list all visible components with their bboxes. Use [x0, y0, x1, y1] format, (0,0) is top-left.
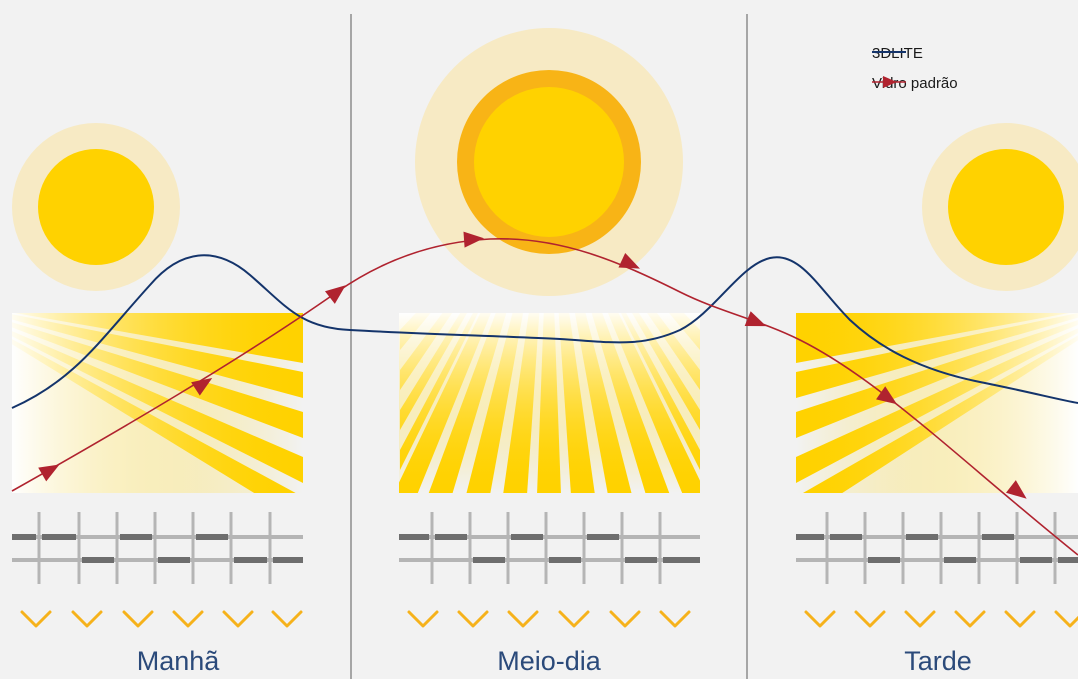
panel-label-afternoon: Tarde — [904, 646, 972, 676]
chevron-down-icon — [122, 610, 154, 628]
afternoon-sun-icon — [922, 123, 1078, 291]
chevron-down-icon — [271, 610, 303, 628]
chevron-down-icon — [507, 610, 539, 628]
chevron-down-icon — [172, 610, 204, 628]
morning-sun-icon — [12, 123, 180, 291]
chevron-down-icon — [804, 610, 836, 628]
chevron-down-icon — [1054, 610, 1078, 628]
arrowhead-marker — [191, 378, 213, 396]
chevron-down-icon — [954, 610, 986, 628]
arrowhead-marker — [876, 386, 898, 405]
chevron-down-icon — [457, 610, 489, 628]
chevron-down-icon — [407, 610, 439, 628]
series-3dlite-curve — [11, 254, 1078, 409]
morning-sun-rays — [12, 313, 303, 493]
chevron-down-icon — [71, 610, 103, 628]
chevron-down-icon — [558, 610, 590, 628]
legend-item-glass: Vidro padrão — [872, 75, 1072, 92]
legend-item-3dlite: 3DLITE — [872, 45, 1072, 62]
chevron-down-icon — [854, 610, 886, 628]
panel-label-noon: Meio-dia — [497, 646, 601, 676]
arrowhead-marker — [38, 464, 60, 482]
series-glass-curve — [11, 237, 1078, 556]
chevron-down-icon — [222, 610, 254, 628]
arrowhead-marker — [1005, 480, 1027, 499]
arrowhead-marker — [744, 311, 767, 327]
chevron-row — [20, 610, 1078, 628]
chevron-down-icon — [609, 610, 641, 628]
arrowhead-marker — [463, 231, 484, 248]
chevron-down-icon — [659, 610, 691, 628]
arrowhead-marker — [618, 252, 640, 269]
arrowhead-marker — [324, 285, 346, 304]
chevron-down-icon — [20, 610, 52, 628]
legend-label-glass: Vidro padrão — [872, 75, 958, 92]
legend-label-3dlite: 3DLITE — [872, 45, 923, 62]
series-glass-markers — [38, 231, 1027, 499]
arrow-line-swatch-icon — [872, 76, 906, 88]
fabric-weave — [12, 512, 1078, 584]
chevron-down-icon — [1004, 610, 1036, 628]
panel-label-morning: Manhã — [136, 646, 220, 676]
chevron-down-icon — [904, 610, 936, 628]
noon-sun-icon — [415, 28, 683, 296]
line-swatch-icon — [872, 51, 906, 53]
afternoon-sun-rays — [796, 313, 1078, 493]
noon-sun-rays — [399, 313, 700, 493]
